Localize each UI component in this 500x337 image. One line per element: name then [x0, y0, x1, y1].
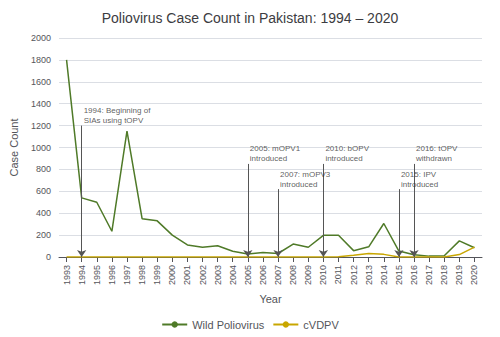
svg-text:2005: 2005: [243, 265, 253, 285]
svg-text:2016: 2016: [409, 265, 419, 285]
svg-text:1000: 1000: [31, 143, 51, 153]
svg-text:1999: 1999: [152, 265, 162, 285]
svg-text:2006: 2006: [258, 265, 268, 285]
svg-text:2020: 2020: [469, 265, 479, 285]
svg-text:2014: 2014: [379, 265, 389, 285]
svg-text:2001: 2001: [182, 265, 192, 285]
svg-text:withdrawn: withdrawn: [415, 154, 452, 163]
svg-text:1200: 1200: [31, 121, 51, 131]
svg-text:introduced: introduced: [280, 180, 317, 189]
svg-text:200: 200: [36, 230, 51, 240]
svg-text:introduced: introduced: [401, 180, 438, 189]
svg-text:2013: 2013: [364, 265, 374, 285]
svg-text:400: 400: [36, 208, 51, 218]
svg-text:2017: 2017: [424, 265, 434, 285]
svg-text:introduced: introduced: [250, 154, 287, 163]
svg-text:2016: tOPV: 2016: tOPV: [416, 144, 458, 153]
svg-text:2010: 2010: [318, 265, 328, 285]
svg-text:Year: Year: [259, 293, 282, 305]
svg-text:Case Count: Case Count: [8, 118, 20, 176]
svg-text:2007: 2007: [273, 265, 283, 285]
svg-text:0: 0: [46, 252, 51, 262]
svg-text:1993: 1993: [62, 265, 72, 285]
svg-text:1995: 1995: [92, 265, 102, 285]
svg-text:2011: 2011: [333, 265, 343, 284]
svg-text:1994: Beginning of: 1994: Beginning of: [84, 106, 152, 115]
svg-text:1800: 1800: [31, 55, 51, 65]
svg-text:2005: mOPV1: 2005: mOPV1: [250, 144, 301, 153]
svg-text:2018: 2018: [439, 265, 449, 285]
svg-text:1994: 1994: [77, 265, 87, 285]
svg-text:2019: 2019: [454, 265, 464, 285]
svg-text:2012: 2012: [349, 265, 359, 285]
svg-text:1998: 1998: [137, 265, 147, 285]
svg-text:2002: 2002: [198, 265, 208, 285]
svg-text:2015: IPV: 2015: IPV: [401, 170, 437, 179]
svg-text:2010: bOPV: 2010: bOPV: [325, 144, 369, 153]
svg-text:2009: 2009: [303, 265, 313, 285]
svg-text:Wild Poliovirus: Wild Poliovirus: [192, 319, 265, 331]
svg-text:introduced: introduced: [325, 154, 362, 163]
svg-text:600: 600: [36, 186, 51, 196]
svg-text:1600: 1600: [31, 77, 51, 87]
svg-text:Poliovirus Case Count in Pakis: Poliovirus Case Count in Pakistan: 1994 …: [102, 10, 399, 26]
svg-text:1997: 1997: [122, 265, 132, 285]
svg-text:2008: 2008: [288, 265, 298, 285]
svg-text:1400: 1400: [31, 99, 51, 109]
svg-text:800: 800: [36, 164, 51, 174]
svg-text:1996: 1996: [107, 265, 117, 285]
svg-text:SIAs using tOPV: SIAs using tOPV: [84, 116, 144, 125]
svg-text:2007: mOPV3: 2007: mOPV3: [280, 170, 331, 179]
svg-text:2004: 2004: [228, 265, 238, 285]
svg-text:2000: 2000: [167, 265, 177, 285]
svg-text:2015: 2015: [394, 265, 404, 285]
svg-text:2000: 2000: [31, 33, 51, 43]
svg-text:2003: 2003: [213, 265, 223, 285]
svg-text:cVDPV: cVDPV: [303, 319, 339, 331]
